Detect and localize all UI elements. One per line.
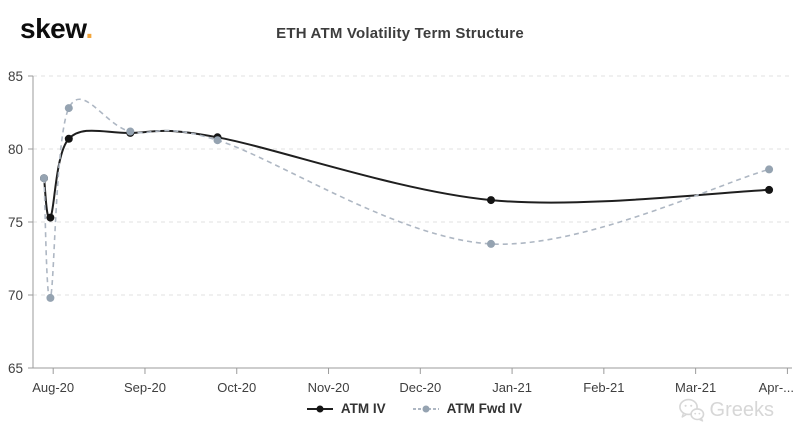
legend-item-atm-iv[interactable]: ATM IV: [306, 401, 386, 416]
legend-label-atm-iv: ATM IV: [340, 401, 386, 416]
logo-dot: .: [85, 13, 93, 44]
x-tick-label-1: Sep-20: [124, 380, 166, 395]
chart-legend: ATM IV ATM Fwd IV: [14, 401, 800, 416]
x-tick-label-0: Aug-20: [32, 380, 74, 395]
legend-marker-atm-iv: [306, 405, 333, 412]
x-tick-label-4: Dec-20: [399, 380, 441, 395]
data-point-atm-fwd-iv-2[interactable]: [64, 104, 73, 113]
chart-title: ETH ATM Volatility Term Structure: [276, 25, 524, 42]
data-point-atm-fwd-iv-0[interactable]: [40, 174, 48, 183]
data-point-atm-iv-1[interactable]: [46, 213, 55, 222]
x-tick-label-3: Nov-20: [308, 380, 350, 395]
data-point-atm-fwd-iv-1[interactable]: [46, 293, 55, 302]
chart-plot-area: 65 70 75 80 85 Aug-20 Sep-20 Oct-20 Nov-20 Dec-20…: [8, 69, 794, 395]
y-tick-label-65: 65: [8, 361, 23, 376]
data-point-atm-iv-2[interactable]: [64, 134, 73, 143]
legend-item-atm-fwd-iv[interactable]: ATM Fwd IV: [412, 401, 523, 416]
x-tick-label-8: Apr-...: [759, 380, 794, 395]
data-point-atm-fwd-iv-4[interactable]: [213, 136, 222, 145]
legend-label-atm-fwd-iv: ATM Fwd IV: [446, 401, 523, 416]
y-tick-label-75: 75: [8, 215, 23, 230]
y-tick-label-85: 85: [8, 69, 23, 84]
y-tick-label-80: 80: [8, 142, 23, 157]
watermark-text: Greeks: [709, 399, 774, 421]
data-point-atm-fwd-iv-5[interactable]: [487, 239, 495, 248]
x-tick-label-7: Mar-21: [675, 380, 716, 395]
x-tick-label-5: Jan-21: [492, 380, 532, 395]
series-line-atm-fwd-iv: [43, 98, 770, 300]
series-line-atm-iv: [43, 129, 770, 220]
legend-marker-atm-fwd-iv: [412, 405, 439, 412]
data-point-atm-iv-6[interactable]: [765, 185, 774, 194]
logo-text: skew: [20, 13, 86, 44]
wechat-icon: [678, 398, 704, 422]
x-tick-label-2: Oct-20: [217, 380, 256, 395]
wechat-greeks-watermark: Greeks: [678, 398, 774, 423]
data-point-atm-fwd-iv-3[interactable]: [126, 127, 135, 136]
x-tick-label-6: Feb-21: [583, 380, 624, 395]
y-tick-label-70: 70: [8, 288, 23, 303]
data-point-atm-iv-5[interactable]: [487, 196, 495, 205]
data-point-atm-fwd-iv-6[interactable]: [765, 165, 774, 174]
skew-logo: skew.: [20, 13, 93, 45]
